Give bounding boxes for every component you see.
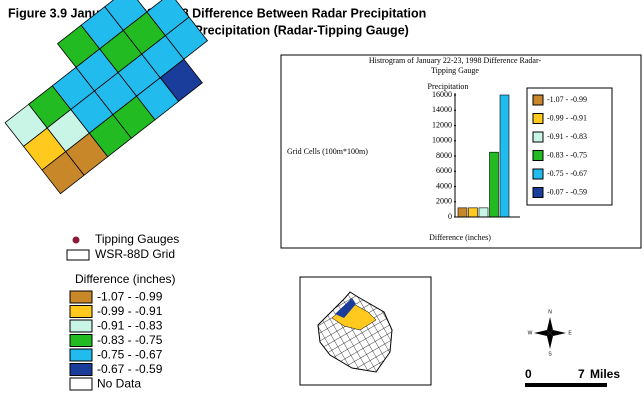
compass-letter: N [548, 309, 552, 315]
compass-letter: W [528, 330, 533, 336]
y-axis-label: Grid Cells (100m*100m) [287, 147, 368, 156]
legend-label: Tipping Gauges [95, 232, 179, 246]
y-tick-label: 2000 [436, 197, 452, 206]
legend-label: -0.67 - -0.59 [97, 362, 163, 376]
chart-title: Tipping Gauge [431, 66, 479, 75]
legend-swatch [532, 168, 544, 180]
gauge-symbol [72, 236, 80, 244]
legend-label: -0.99 - -0.91 [547, 113, 587, 122]
y-tick-label: 8000 [436, 151, 452, 160]
legend-heading: Difference (inches) [75, 272, 176, 286]
chart-title: Histrogram of January 22-23, 1998 Differ… [369, 56, 542, 65]
inset-highlight [335, 298, 356, 318]
legend-label: -0.91 - -0.83 [547, 132, 587, 141]
legend-swatch [69, 319, 93, 333]
legend-swatch [532, 131, 544, 143]
chart-title: Precipitation [428, 82, 469, 91]
legend-swatch [69, 305, 93, 318]
legend-swatch [69, 290, 93, 304]
bar [468, 207, 478, 218]
y-tick-label: 4000 [436, 181, 452, 190]
legend-swatch [532, 113, 544, 124]
y-tick-label: 6000 [436, 166, 452, 175]
y-tick-label: 0 [448, 212, 452, 221]
scale-label: Miles [590, 367, 620, 381]
radar-grid-map [4, 0, 209, 195]
x-axis-label: Difference (inches) [429, 233, 491, 242]
title-line: Figure 3.9 January 22-23, 1998 Differenc… [8, 6, 426, 20]
legend-swatch [532, 150, 544, 161]
compass-letter: E [568, 330, 572, 336]
compass-letter: S [548, 351, 552, 357]
scale-bar [525, 383, 607, 387]
y-tick-label: 12000 [432, 120, 452, 129]
legend-label: -1.07 - -0.99 [97, 290, 163, 304]
bar [457, 207, 468, 218]
legend-swatch [69, 377, 93, 391]
legend-swatch [532, 94, 544, 106]
y-tick-label: 14000 [432, 105, 452, 114]
legend-label: -0.83 - -0.75 [547, 150, 587, 159]
legend-swatch [69, 363, 93, 376]
y-tick-label: 16000 [432, 90, 452, 99]
y-tick-label: 10000 [432, 136, 452, 145]
bar [499, 94, 510, 218]
scale-label: 7 [578, 367, 585, 381]
legend-label: -0.07 - -0.59 [547, 187, 587, 196]
scale-label: 0 [525, 367, 532, 381]
legend-swatch [532, 187, 544, 198]
chart-legend-frame [526, 87, 613, 206]
legend-label: -0.75 - -0.67 [547, 169, 587, 178]
legend-label: -0.91 - -0.83 [97, 319, 163, 333]
inset-grid [317, 291, 393, 373]
bar [489, 151, 499, 218]
legend-label: -0.99 - -0.91 [97, 304, 163, 318]
legend-label: -0.83 - -0.75 [97, 333, 163, 347]
legend-swatch [69, 348, 93, 362]
north-arrow: N E S W [528, 309, 573, 357]
legend-label: -1.07 - -0.99 [547, 95, 587, 104]
legend-label: WSR-88D Grid [95, 247, 175, 261]
legend-label: No Data [97, 377, 141, 391]
legend-swatch [69, 334, 93, 347]
bar [478, 207, 489, 218]
grid-symbol [66, 249, 90, 261]
legend-label: -0.75 - -0.67 [97, 348, 163, 362]
